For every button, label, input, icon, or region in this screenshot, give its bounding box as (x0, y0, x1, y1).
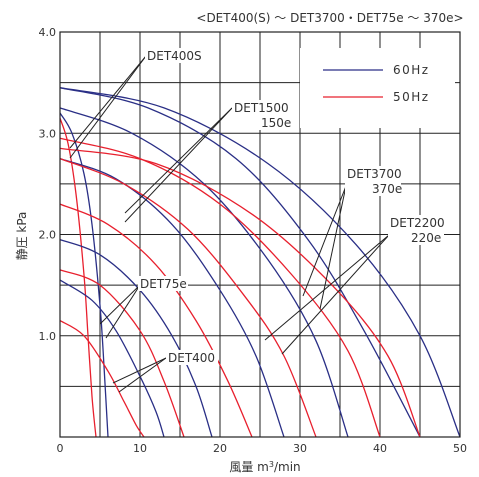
series-line-1 (59, 117, 97, 438)
series-line-8 (59, 157, 285, 438)
x-tick-label: 30 (293, 442, 307, 455)
curves (59, 87, 461, 438)
series-line-13 (59, 147, 421, 438)
annotation-det1500: DET1500 (234, 101, 289, 115)
legend: 60Hz 50Hz (300, 48, 455, 128)
leader-line-10 (105, 284, 141, 339)
tick-labels: 0 10 20 30 40 50 1.0 2.0 3.0 4.0 (39, 26, 468, 455)
leader-line-5 (302, 185, 347, 297)
legend-label-50hz: 50Hz (393, 90, 430, 104)
leader-line-11 (112, 357, 167, 384)
annotation-det3700: DET3700 (347, 167, 402, 181)
annotations: DET400S DET1500 150e DET3700 370e DET220… (138, 48, 445, 365)
series-line-2 (59, 112, 109, 438)
plot-frame (59, 31, 461, 438)
series-line-10 (59, 107, 349, 438)
annotation-det2200e: 220e (411, 231, 441, 245)
annotation-det400s: DET400S (147, 49, 202, 63)
series-line-4 (59, 279, 165, 438)
chart-title: <DET400(S) ～ DET3700・DET75e ～ 370e> (196, 11, 463, 25)
annotation-det3700e: 370e (372, 182, 402, 196)
leader-line-3 (124, 107, 233, 214)
series-line-3 (59, 320, 145, 438)
leader-lines (69, 55, 390, 393)
x-tick-label: 50 (453, 442, 467, 455)
leader-line-12 (118, 357, 167, 393)
y-axis-label: 静圧 kPa (15, 212, 29, 261)
series-line-6 (59, 238, 213, 438)
leader-line-6 (319, 185, 347, 310)
x-axis-label: 風量 m3/min (229, 460, 300, 475)
series-line-7 (59, 203, 253, 438)
series-line-14 (59, 87, 461, 438)
annotation-det1500e: 150e (261, 116, 291, 130)
leader-line-4 (124, 107, 233, 223)
x-tick-label: 10 (133, 442, 147, 455)
x-tick-label: 0 (57, 442, 64, 455)
series-line-5 (59, 269, 185, 438)
legend-label-60hz: 60Hz (393, 63, 430, 77)
leader-line-9 (99, 284, 141, 325)
legend-box (300, 48, 455, 128)
series-line-11 (59, 137, 381, 438)
x-tick-label: 20 (213, 442, 227, 455)
annotation-det400: DET400 (168, 351, 215, 365)
series-line-12 (59, 87, 421, 438)
series-line-9 (59, 157, 317, 438)
leader-line-2 (69, 55, 147, 159)
y-tick-label: 4.0 (39, 26, 57, 39)
y-tick-label: 3.0 (39, 127, 57, 140)
leader-line-1 (69, 55, 147, 149)
annotation-det2200: DET2200 (390, 216, 445, 230)
y-tick-label: 1.0 (39, 330, 57, 343)
annotation-det75e: DET75e (140, 277, 187, 291)
leader-line-8 (281, 234, 390, 355)
leader-line-7 (264, 234, 390, 341)
y-tick-label: 2.0 (39, 229, 57, 242)
x-tick-label: 40 (373, 442, 387, 455)
